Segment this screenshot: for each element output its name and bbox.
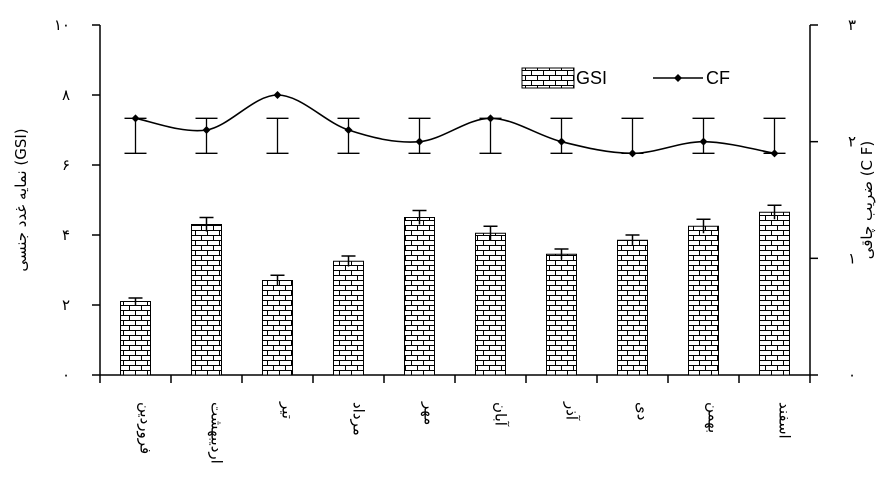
category-label: بهمن [705, 402, 723, 433]
category-label: اسفند [776, 402, 794, 439]
right-tick-label: ۰ [848, 366, 856, 384]
legend: GSI CF [521, 67, 730, 89]
cf-point [486, 114, 495, 123]
left-axis-label: نمایه غدد جنسی (GSI) [12, 128, 30, 271]
gsi-bar [404, 217, 435, 376]
category-label: دی [634, 402, 652, 420]
category-label: آذر [563, 401, 581, 421]
right-axis-label: ضریب چاقی (C F) [858, 141, 876, 260]
left-tick-label: ۴ [62, 226, 70, 244]
gsi-bar [262, 280, 293, 376]
cf-point [415, 137, 424, 146]
left-tick-label: ۶ [62, 156, 70, 174]
category-label: مرداد [350, 402, 368, 436]
legend-gsi-swatch [521, 67, 575, 89]
category-label: تیر [279, 401, 297, 419]
gsi-bar [759, 211, 790, 376]
cf-point [273, 91, 282, 99]
cf-point [699, 137, 708, 146]
gsi-bar [120, 301, 151, 376]
left-tick-label: ۰ [62, 366, 70, 384]
left-tick-label: ۲ [62, 296, 70, 314]
cf-line [135, 94, 775, 155]
right-tick-label: ۲ [848, 133, 856, 151]
cf-point [131, 114, 140, 123]
legend-cf-marker [674, 74, 682, 82]
legend-gsi-label: GSI [576, 68, 607, 88]
category-label: مهر [421, 401, 439, 425]
cf-point [344, 126, 353, 134]
category-label: آبان [492, 402, 510, 427]
gsi-bar [333, 260, 364, 376]
gsi-bar [546, 253, 577, 376]
category-label: اردیبهشت [208, 402, 226, 464]
legend-cf-label: CF [706, 68, 730, 88]
right-tick-label: ۱ [848, 249, 856, 267]
gsi-bar [475, 232, 506, 376]
cf-point [628, 149, 637, 158]
cf-point [770, 149, 779, 158]
left-tick-label: ۸ [62, 86, 70, 104]
gsi-bar [688, 225, 719, 376]
gsi-bar [617, 239, 648, 376]
cf-point [557, 137, 566, 146]
cf-point [202, 126, 211, 134]
left-tick-label: ۱۰ [54, 16, 70, 34]
category-label: فروردین [137, 402, 155, 454]
right-tick-label: ۳ [848, 16, 856, 34]
gsi-bar [191, 224, 222, 376]
